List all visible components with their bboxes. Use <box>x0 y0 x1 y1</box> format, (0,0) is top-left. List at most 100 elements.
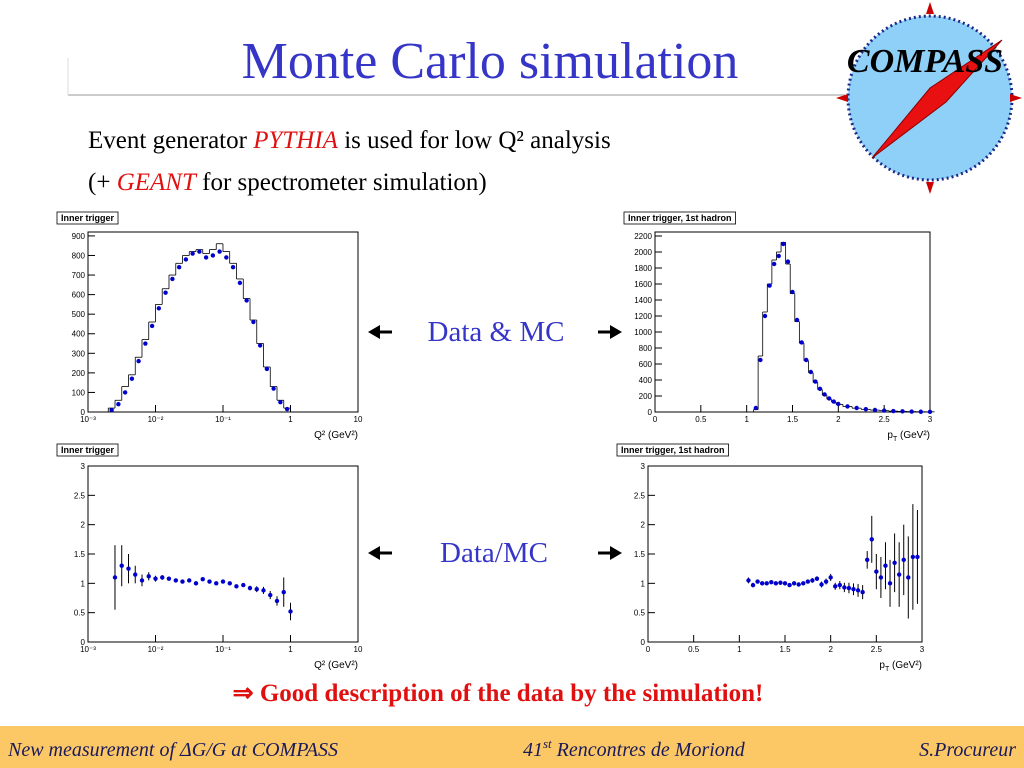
data-point <box>116 401 121 407</box>
x-axis-label: Q² (GeV²) <box>314 430 358 441</box>
intro-line: (+ GEANT for spectrometer simulation) <box>88 169 487 196</box>
footer-bar <box>0 726 1024 768</box>
intro-emphasis: GEANT <box>117 169 198 196</box>
data-point <box>826 396 832 401</box>
plot-frame <box>654 231 931 413</box>
data-point <box>244 298 249 303</box>
data-point <box>778 580 783 585</box>
data-point <box>822 392 827 397</box>
chart-title: Inner trigger <box>61 213 115 223</box>
footer-right: S.Procureur <box>919 739 1016 761</box>
intro-text: is used for low Q² analysis <box>338 127 611 154</box>
data-point <box>268 592 273 598</box>
data-point <box>823 579 829 584</box>
data-point <box>762 313 768 319</box>
data-point <box>126 566 131 571</box>
y-tick-label: 300 <box>72 349 86 358</box>
x-tick-label: 10 <box>354 645 363 654</box>
data-point <box>892 560 897 565</box>
x-tick-label: 10 <box>354 415 363 424</box>
intro-line: Event generator PYTHIA is used for low Q… <box>88 127 611 154</box>
data-point <box>166 576 172 581</box>
logo-text: COMPASS <box>847 43 1003 80</box>
data-point <box>746 578 751 583</box>
data-point <box>845 404 850 409</box>
y-tick-label: 2 <box>641 521 646 530</box>
data-point <box>278 400 283 405</box>
data-point <box>197 249 202 254</box>
arrow-head <box>610 325 622 339</box>
data-point <box>146 574 151 579</box>
y-tick-label: 1.5 <box>634 550 646 559</box>
data-point <box>828 575 833 580</box>
x-tick-label: 1.5 <box>787 415 799 424</box>
y-tick-label: 2200 <box>634 232 652 241</box>
y-tick-label: 1 <box>641 579 646 588</box>
y-tick-label: 400 <box>72 330 86 339</box>
data-point <box>881 408 887 413</box>
y-tick-label: 200 <box>72 369 86 378</box>
chart-title-box <box>616 443 729 457</box>
data-point <box>210 253 216 258</box>
data-point <box>764 581 769 586</box>
arrow-head <box>368 546 380 560</box>
data-point <box>160 575 165 580</box>
x-tick-label: 2 <box>828 645 833 654</box>
logo-mark <box>926 182 934 194</box>
x-tick-label: 1 <box>288 645 293 654</box>
y-tick-label: 1600 <box>634 280 652 289</box>
y-tick-label: 2.5 <box>74 491 86 500</box>
data-point <box>900 409 905 414</box>
x-tick-label: 10⁻² <box>148 645 164 654</box>
slide-title: Monte Carlo simulation <box>242 33 739 90</box>
data-point <box>794 317 800 323</box>
data-point <box>755 579 760 584</box>
logo-mark <box>836 94 848 102</box>
data-point <box>139 578 145 583</box>
data-point <box>837 582 842 588</box>
data-point <box>217 249 222 254</box>
data-point <box>860 589 865 595</box>
y-tick-label: 200 <box>639 392 653 401</box>
data-point <box>851 587 856 592</box>
data-point <box>129 376 135 381</box>
chart-title-box <box>56 211 119 225</box>
y-tick-label: 2 <box>81 521 86 530</box>
chart: 0 200 400 600 800 1000 1200 1400 1600 1800 2000 220… <box>623 211 935 443</box>
intro-text: Event generator <box>88 127 253 154</box>
x-axis-label: pT (GeV²) <box>887 430 930 443</box>
data-point <box>759 581 765 586</box>
data-point <box>855 588 861 593</box>
data-point <box>819 582 824 587</box>
data-point <box>758 357 763 363</box>
data-point <box>887 581 893 586</box>
footer-sup: st <box>543 736 552 751</box>
y-tick-label: 1800 <box>634 264 652 273</box>
data-point <box>257 343 263 348</box>
x-label-main: p <box>879 660 885 671</box>
data-point <box>153 576 158 581</box>
data-point <box>865 557 870 563</box>
arrows <box>368 325 622 560</box>
data-point <box>149 323 155 329</box>
data-point <box>796 582 801 587</box>
data-point <box>790 289 795 295</box>
y-tick-label: 0 <box>641 638 646 647</box>
data-point <box>872 407 878 413</box>
data-point <box>927 409 933 415</box>
x-label-rest: (GeV²) <box>897 430 930 441</box>
data-point <box>264 366 270 372</box>
data-point <box>753 405 759 411</box>
data-point <box>187 578 192 583</box>
data-point <box>224 255 229 260</box>
x-label-rest: (GeV²) <box>889 660 922 671</box>
y-tick-label: 0.5 <box>74 609 86 618</box>
data-point <box>813 379 818 384</box>
data-point <box>227 581 232 586</box>
y-tick-label: 700 <box>72 271 86 280</box>
y-tick-label: 3 <box>81 462 86 471</box>
data-point <box>773 581 779 586</box>
data-point <box>836 401 841 407</box>
footer-rest: Rencontres de Moriond <box>552 739 746 761</box>
